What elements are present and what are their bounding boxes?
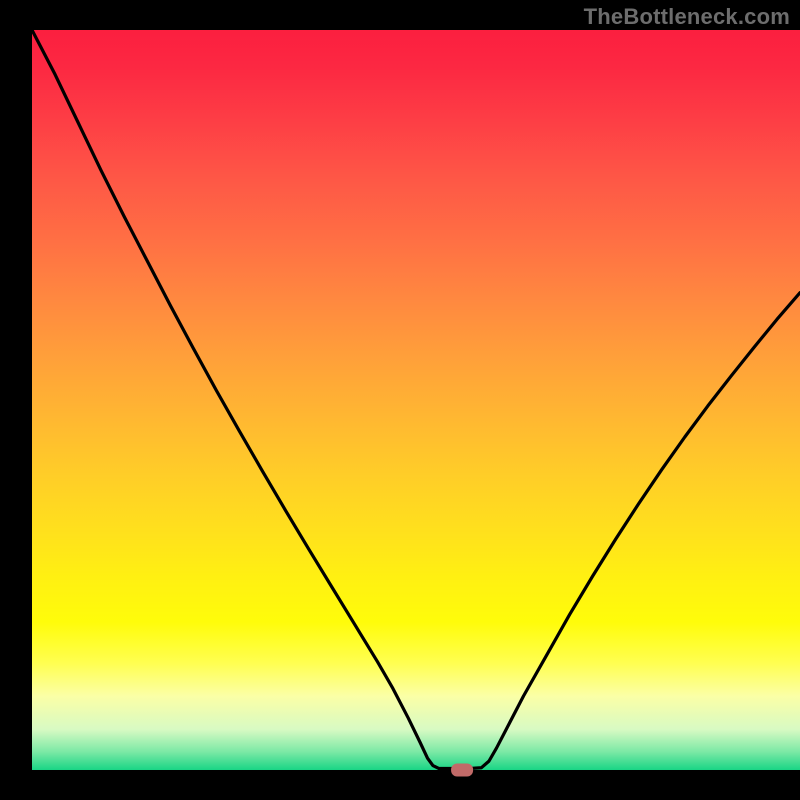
optimal-marker (451, 764, 473, 777)
chart-background-gradient (32, 30, 800, 770)
chart-container: TheBottleneck.com (0, 0, 800, 800)
bottleneck-chart (0, 0, 800, 800)
